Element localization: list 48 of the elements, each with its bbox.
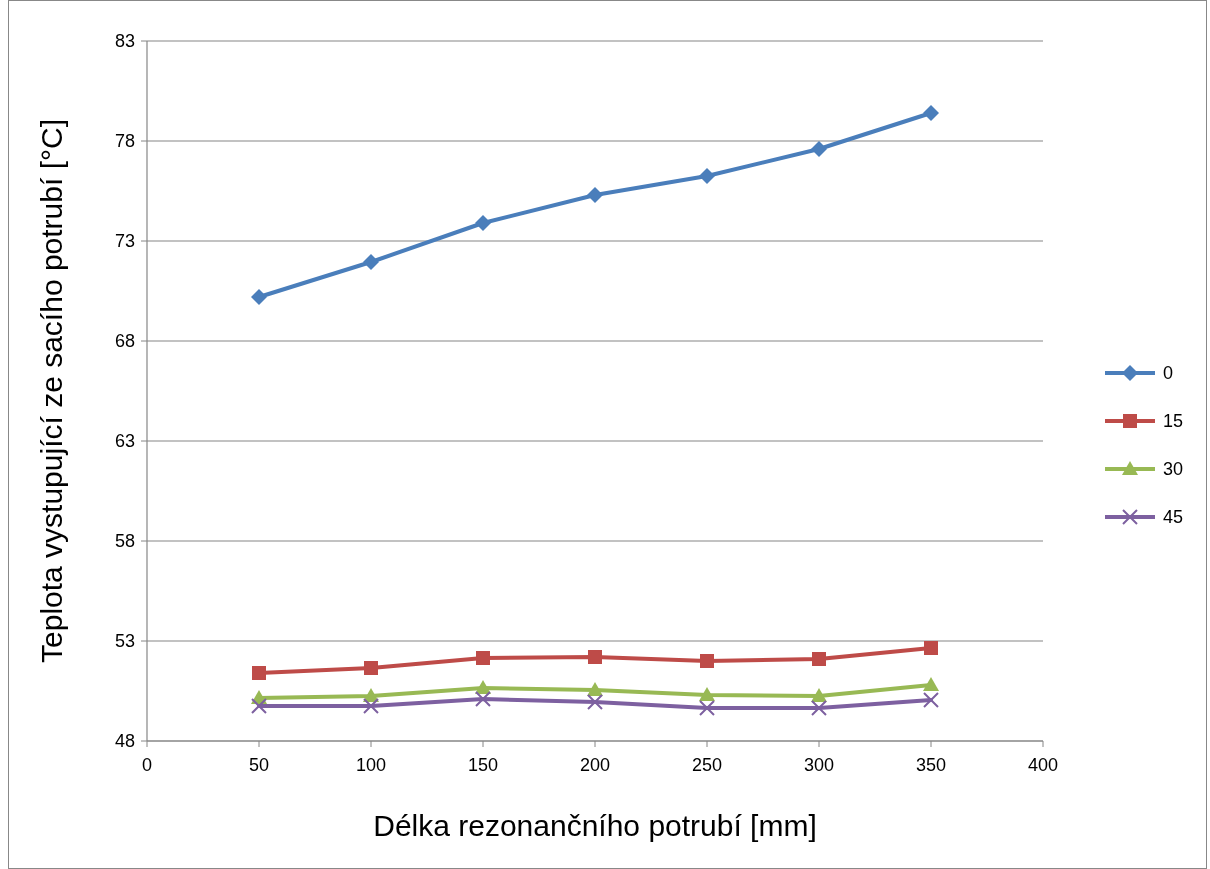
point <box>363 698 379 714</box>
point <box>252 666 266 680</box>
x-tick-label: 0 <box>141 755 153 775</box>
point <box>699 687 715 701</box>
point <box>924 641 938 655</box>
x-tick-label: 300 <box>803 755 835 775</box>
point <box>812 652 826 666</box>
point <box>811 141 827 157</box>
y-tick-label: 78 <box>114 131 135 152</box>
point <box>476 651 490 665</box>
y-tick-label: 58 <box>114 531 135 552</box>
x-tick-label: 250 <box>691 755 723 775</box>
legend-label: 0 <box>1163 363 1174 384</box>
point <box>811 700 827 716</box>
x-tick-label: 350 <box>915 755 947 775</box>
y-tick-label: 48 <box>114 731 135 752</box>
point <box>587 682 603 696</box>
point <box>364 661 378 675</box>
x-tick-label: 50 <box>248 755 270 775</box>
point <box>811 688 827 702</box>
point <box>588 650 602 664</box>
y-tick-label: 68 <box>114 331 135 352</box>
x-tick-label: 200 <box>579 755 611 775</box>
legend-label: 45 <box>1163 507 1184 528</box>
point <box>923 105 939 121</box>
point <box>587 187 603 203</box>
x-tick-label: 100 <box>355 755 387 775</box>
y-tick-label: 73 <box>114 231 135 252</box>
x-tick-label: 150 <box>467 755 499 775</box>
legend-label: 15 <box>1163 411 1184 432</box>
y-tick-label: 83 <box>114 31 135 52</box>
y-tick-label: 53 <box>114 631 135 652</box>
x-axis-title: Délka rezonančního potrubí [mm] <box>373 809 817 842</box>
point <box>923 692 939 708</box>
point <box>475 215 491 231</box>
point <box>475 691 491 707</box>
point <box>700 654 714 668</box>
y-axis-title: Teplota vystupující ze sacího potrubí [°C] <box>35 119 68 663</box>
point <box>363 254 379 270</box>
point <box>251 698 267 714</box>
point <box>251 289 267 305</box>
point <box>699 168 715 184</box>
point <box>587 694 603 710</box>
x-tick-label: 400 <box>1027 755 1059 775</box>
y-tick-label: 63 <box>114 431 135 452</box>
point <box>923 677 939 691</box>
point <box>699 700 715 716</box>
legend-label: 30 <box>1163 459 1184 480</box>
